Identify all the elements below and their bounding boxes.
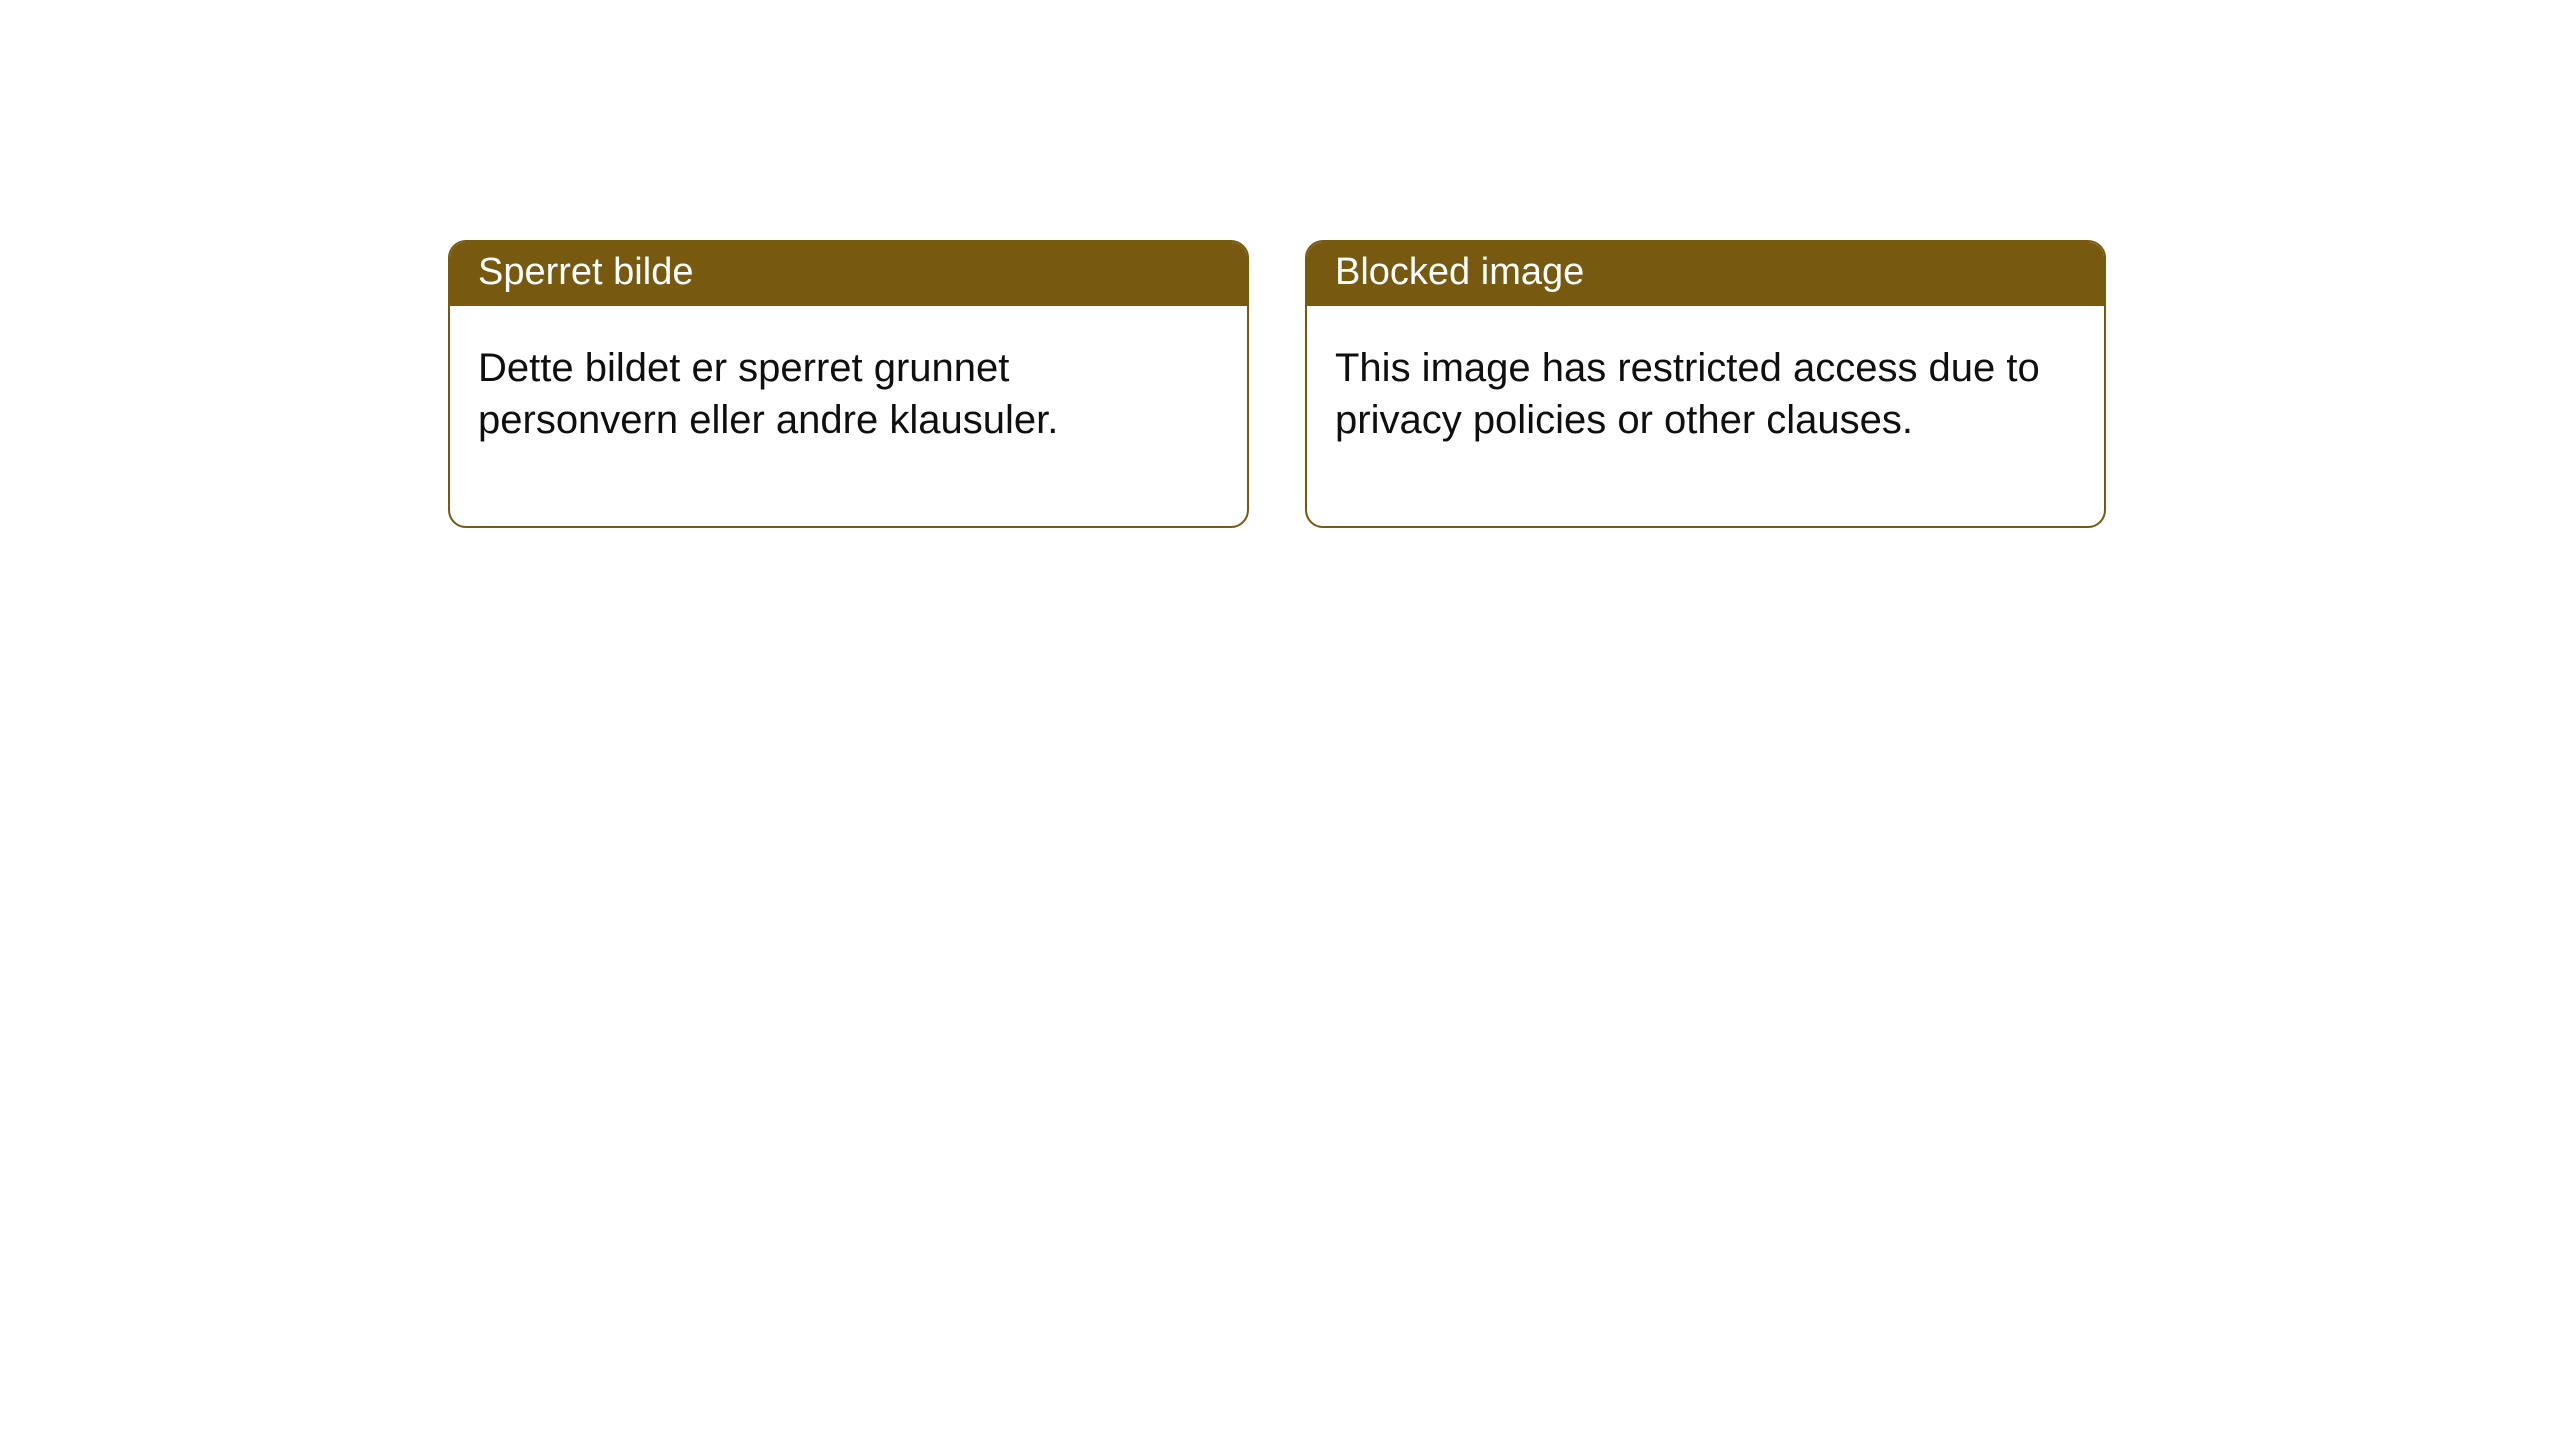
notice-header: Sperret bilde bbox=[450, 242, 1247, 306]
notice-body: This image has restricted access due to … bbox=[1307, 306, 2104, 526]
notice-body: Dette bildet er sperret grunnet personve… bbox=[450, 306, 1247, 526]
notice-header: Blocked image bbox=[1307, 242, 2104, 306]
notice-box-norwegian: Sperret bilde Dette bildet er sperret gr… bbox=[448, 240, 1249, 528]
notice-container: Sperret bilde Dette bildet er sperret gr… bbox=[0, 0, 2560, 528]
notice-box-english: Blocked image This image has restricted … bbox=[1305, 240, 2106, 528]
